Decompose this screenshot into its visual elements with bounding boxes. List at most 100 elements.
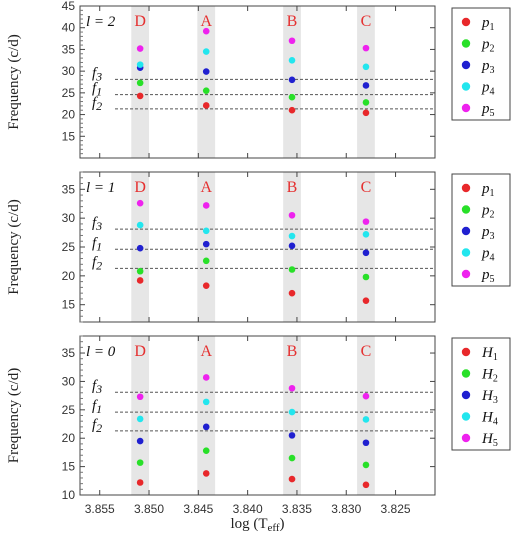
reference-line-label: f3 (92, 215, 102, 233)
y-tick-label: 15 (62, 129, 76, 143)
model-band (357, 336, 375, 495)
reference-line-label: f2 (92, 417, 102, 435)
y-axis-title: Frequency (c/d) (6, 34, 22, 129)
data-point (362, 82, 370, 89)
legend-marker (461, 369, 471, 378)
y-tick-label: 20 (62, 431, 76, 445)
y-tick-label: 30 (62, 64, 76, 78)
legend-box (451, 337, 511, 451)
data-point (362, 231, 370, 238)
data-point (136, 45, 144, 52)
data-point (362, 109, 370, 117)
legend-entry: H4 (481, 410, 498, 428)
legend-box (451, 7, 511, 121)
reference-line-label: f3 (92, 378, 102, 396)
legend-entry: p1 (481, 15, 495, 33)
data-point (362, 218, 370, 225)
legend-entry: p2 (481, 37, 495, 55)
data-point (136, 415, 144, 423)
data-point (288, 384, 296, 392)
y-tick-label: 15 (62, 460, 76, 474)
data-point (288, 454, 296, 462)
x-tick-label: 3.840 (233, 502, 263, 516)
data-point (362, 297, 370, 304)
data-point (288, 56, 296, 64)
plot-frame (79, 5, 436, 159)
legend-entry: H3 (481, 388, 498, 406)
data-point (288, 266, 296, 273)
y-tick-label: 20 (62, 108, 76, 122)
data-point (288, 432, 296, 439)
data-point (202, 398, 210, 406)
data-point (136, 61, 144, 68)
legend-entry: p3 (481, 224, 495, 242)
y-axis-title: Frequency (c/d) (6, 199, 22, 294)
model-band (283, 336, 301, 495)
y-tick-label: 25 (62, 86, 76, 100)
model-band (357, 6, 375, 158)
reference-line-label: f2 (92, 254, 102, 272)
data-point (136, 459, 144, 466)
x-tick-label: 3.845 (183, 502, 213, 516)
legend-marker (461, 390, 471, 400)
y-tick-label: 35 (62, 346, 76, 360)
data-point (288, 475, 296, 483)
legend-marker (461, 205, 471, 214)
model-band (197, 6, 216, 158)
model-label: B (287, 179, 298, 196)
y-tick-label: 35 (62, 182, 76, 196)
data-point (136, 79, 144, 87)
legend-marker (461, 103, 471, 113)
legend-entry: H1 (481, 345, 498, 363)
y-tick-label: 30 (62, 374, 76, 388)
legend-entry: p4 (481, 80, 495, 98)
data-point (362, 99, 370, 106)
legend-marker (461, 82, 471, 91)
data-point (202, 374, 210, 381)
data-point (202, 257, 210, 265)
y-tick-label: 25 (62, 240, 76, 254)
legend-marker (461, 269, 471, 279)
legend-marker (461, 248, 471, 257)
model-label: A (200, 179, 212, 196)
data-point (288, 93, 296, 101)
data-point (362, 44, 370, 52)
reference-line-label: f1 (92, 81, 102, 99)
data-point (136, 437, 144, 445)
legend-marker (461, 433, 471, 443)
model-label: D (134, 179, 146, 196)
x-axis-title: log (Teff) (230, 516, 284, 534)
data-point (288, 106, 296, 114)
data-point (136, 244, 144, 252)
model-label: C (361, 179, 372, 196)
model-label: C (361, 13, 372, 30)
model-label: D (134, 13, 146, 30)
y-tick-label: 45 (62, 0, 76, 13)
legend-entry: p1 (481, 181, 495, 199)
legend-entry: H5 (481, 431, 498, 449)
model-label: A (200, 343, 212, 360)
legend-marker (461, 39, 471, 48)
y-tick-label: 35 (62, 42, 76, 56)
data-point (362, 249, 370, 257)
y-tick-label: 15 (62, 298, 76, 312)
model-band (131, 336, 150, 495)
panel-degree-label: l = 1 (86, 180, 115, 196)
legend-box (451, 173, 511, 287)
data-point (362, 63, 370, 71)
y-tick-label: 10 (62, 488, 76, 502)
legend-marker (461, 347, 471, 357)
panel-degree-label: l = 0 (86, 344, 116, 360)
y-tick-label: 25 (62, 403, 76, 417)
x-tick-label: 3.835 (282, 502, 312, 516)
data-point (136, 393, 144, 401)
legend-marker (461, 183, 471, 193)
y-tick-label: 20 (62, 269, 76, 283)
reference-line-label: f3 (92, 65, 102, 83)
data-point (202, 423, 210, 431)
model-label: D (134, 343, 146, 360)
panel-degree-label: l = 2 (86, 14, 116, 30)
y-axis-title: Frequency (c/d) (6, 368, 22, 463)
x-tick-label: 3.825 (381, 502, 411, 516)
